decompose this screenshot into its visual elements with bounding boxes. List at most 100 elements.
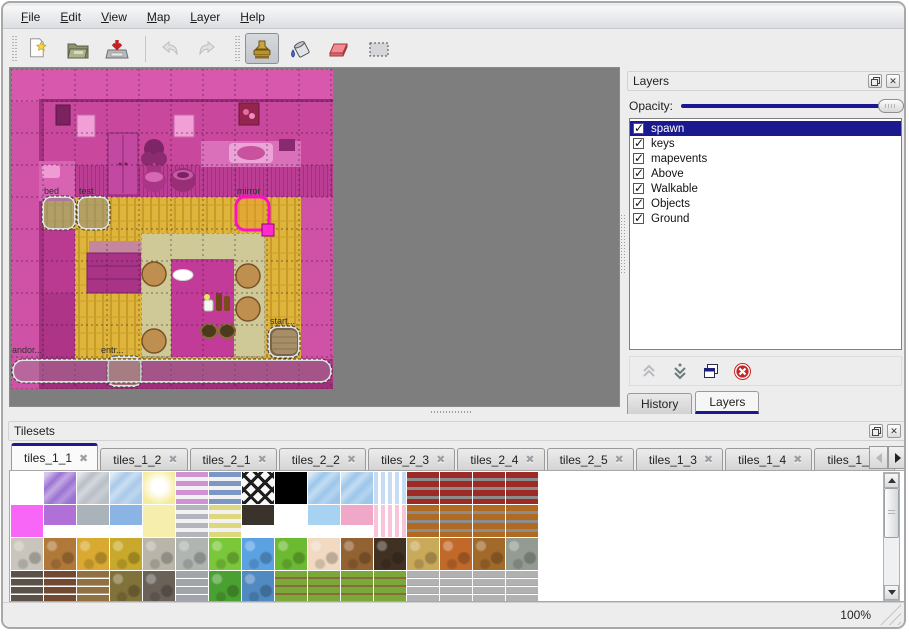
layer-row-spawn[interactable]: spawn (630, 121, 901, 136)
close-tab-icon[interactable]: ✖ (793, 454, 803, 466)
tile-3-1[interactable] (44, 571, 76, 601)
tile-3-10[interactable] (341, 571, 373, 601)
bucket-fill-button[interactable] (284, 33, 318, 64)
layer-row-Objects[interactable]: Objects (630, 196, 901, 211)
tile-2-2[interactable] (77, 538, 109, 570)
tile-0-1[interactable] (44, 472, 76, 504)
tileset-tab-tiles_1_1[interactable]: tiles_1_1 ✖ (11, 443, 99, 470)
float-tilesets-button[interactable] (869, 424, 883, 438)
tile-0-6[interactable] (209, 472, 241, 504)
tileset-tab-tiles_2_1[interactable]: tiles_2_1 ✖ (189, 448, 277, 470)
tile-0-13[interactable] (440, 472, 472, 504)
map-object-entrance[interactable]: entr... (101, 345, 143, 388)
lower-layer-button[interactable] (669, 360, 691, 382)
undo-button[interactable] (152, 33, 186, 64)
menu-map[interactable]: Map (146, 10, 171, 24)
tile-2-10[interactable] (341, 538, 373, 570)
tile-0-0[interactable] (11, 472, 43, 504)
tile-0-12[interactable] (407, 472, 439, 504)
tile-3-0[interactable] (11, 571, 43, 601)
tileset-tab-tiles_1_2[interactable]: tiles_1_2 ✖ (100, 448, 188, 470)
tile-3-2[interactable] (77, 571, 109, 601)
tile-1-2[interactable] (77, 505, 109, 537)
layer-row-Walkable[interactable]: Walkable (630, 181, 901, 196)
close-tab-icon[interactable]: ✖ (614, 454, 624, 466)
resize-grip[interactable] (880, 604, 901, 625)
tileset-tab-tiles_1_3[interactable]: tiles_1_3 ✖ (635, 448, 724, 470)
close-tab-icon[interactable]: ✖ (346, 454, 357, 466)
tile-1-7[interactable] (242, 505, 274, 537)
tile-2-11[interactable] (374, 538, 406, 570)
tile-2-12[interactable] (407, 538, 439, 570)
tile-3-6[interactable] (209, 571, 241, 601)
tile-1-12[interactable] (407, 505, 439, 537)
tile-0-14[interactable] (473, 472, 505, 504)
map-view[interactable]: bed test mirror start... entr... (9, 67, 620, 407)
tile-3-12[interactable] (407, 571, 439, 601)
tile-3-5[interactable] (176, 571, 208, 601)
rectangular-select-button[interactable] (362, 33, 396, 64)
map-object-test[interactable]: test (76, 186, 111, 231)
tile-3-3[interactable] (110, 571, 142, 601)
raise-layer-button[interactable] (638, 360, 660, 382)
menu-layer[interactable]: Layer (190, 10, 221, 24)
tile-2-7[interactable] (242, 538, 274, 570)
redo-button[interactable] (191, 33, 225, 64)
tile-2-6[interactable] (209, 538, 241, 570)
layer-visibility-checkbox[interactable] (633, 121, 644, 135)
dock-tab-history[interactable]: History (627, 393, 693, 414)
layer-row-Above[interactable]: Above (630, 166, 901, 181)
tile-0-10[interactable] (341, 472, 373, 504)
close-tilesets-button[interactable]: ✕ (887, 424, 901, 438)
close-tab-icon[interactable]: ✖ (168, 454, 178, 466)
tile-1-13[interactable] (440, 505, 472, 537)
menu-help[interactable]: Help (240, 10, 265, 24)
save-file-button[interactable] (100, 33, 134, 64)
tile-2-15[interactable] (506, 538, 538, 570)
tile-0-9[interactable] (308, 472, 340, 504)
close-tab-icon[interactable]: ✖ (525, 454, 535, 466)
tile-2-9[interactable] (308, 538, 340, 570)
tile-2-14[interactable] (473, 538, 505, 570)
tile-2-0[interactable] (11, 538, 43, 570)
close-tab-icon[interactable]: ✖ (703, 454, 714, 466)
layer-visibility-checkbox[interactable] (633, 196, 644, 210)
tileset-view[interactable] (9, 470, 904, 602)
layer-visibility-checkbox[interactable] (633, 181, 644, 195)
tileset-tab-tiles_2_2[interactable]: tiles_2_2 ✖ (278, 448, 367, 470)
scroll-tabs-left-button[interactable] (869, 446, 888, 469)
tile-3-8[interactable] (275, 571, 307, 601)
tile-1-11[interactable] (374, 505, 406, 537)
tile-2-1[interactable] (44, 538, 76, 570)
tile-2-8[interactable] (275, 538, 307, 570)
tile-1-0[interactable] (11, 505, 43, 537)
tileset-tab-tiles_1_4[interactable]: tiles_1_4 ✖ (725, 448, 813, 470)
tile-1-6[interactable] (209, 505, 241, 537)
menu-file[interactable]: File (21, 10, 41, 24)
tile-1-3[interactable] (110, 505, 142, 537)
tile-0-4[interactable] (143, 472, 175, 504)
layer-visibility-checkbox[interactable] (633, 166, 644, 180)
vertical-splitter-handle[interactable] (621, 215, 625, 273)
tile-2-4[interactable] (143, 538, 175, 570)
tile-3-13[interactable] (440, 571, 472, 601)
tile-0-5[interactable] (176, 472, 208, 504)
layer-row-Ground[interactable]: Ground (630, 211, 901, 226)
tile-1-10[interactable] (341, 505, 373, 537)
close-tab-icon[interactable]: ✖ (436, 454, 446, 466)
float-dock-button[interactable] (868, 74, 882, 88)
map-object-mirror-selected[interactable]: mirror (234, 186, 275, 237)
tileset-tab-tiles_2_4[interactable]: tiles_2_4 ✖ (457, 448, 545, 470)
scroll-down-button[interactable] (884, 585, 899, 600)
horizontal-splitter-handle[interactable] (431, 410, 471, 414)
tile-0-7[interactable] (242, 472, 274, 504)
tile-3-7[interactable] (242, 571, 274, 601)
layer-visibility-checkbox[interactable] (633, 136, 644, 150)
tileset-vertical-scrollbar[interactable] (883, 472, 900, 601)
menu-view[interactable]: View (101, 10, 127, 24)
layer-row-mapevents[interactable]: mapevents (630, 151, 901, 166)
tile-1-8[interactable] (275, 505, 307, 537)
toolbar-drag-handle-2[interactable] (234, 35, 241, 62)
tile-1-5[interactable] (176, 505, 208, 537)
new-file-button[interactable] (22, 33, 56, 64)
